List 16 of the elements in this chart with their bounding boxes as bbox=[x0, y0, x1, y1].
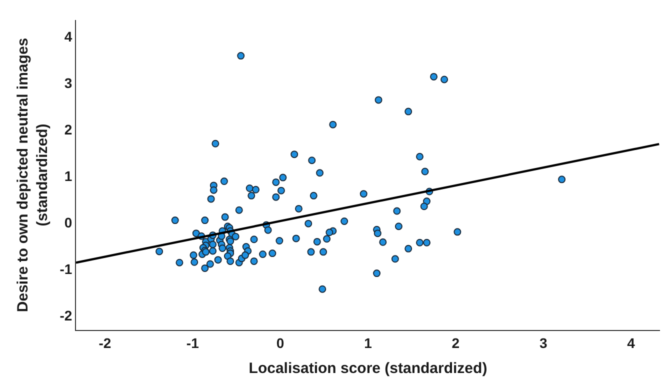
x-tick-label: -2 bbox=[98, 334, 112, 351]
y-axis-title: Desire to own depicted neutral images (standardized) bbox=[14, 38, 51, 312]
x-tick-label: -1 bbox=[186, 334, 200, 351]
y-tick-label: -2 bbox=[60, 307, 72, 324]
x-axis-title: Localisation score (standardized) bbox=[248, 360, 488, 377]
y-tick-label: 3 bbox=[64, 75, 72, 92]
y-tick-label: 4 bbox=[64, 28, 72, 45]
y-tick-label: 0 bbox=[64, 214, 72, 231]
y-tick-label: -1 bbox=[60, 261, 72, 278]
x-tick-label: 3 bbox=[539, 334, 548, 351]
x-tick-label: 1 bbox=[364, 334, 372, 351]
y-tick-label: 2 bbox=[64, 122, 72, 138]
x-tick-label: 0 bbox=[276, 334, 284, 351]
x-tick-label: 4 bbox=[627, 334, 636, 351]
x-tick-label: 2 bbox=[452, 334, 460, 351]
y-tick-label: 1 bbox=[64, 168, 72, 184]
